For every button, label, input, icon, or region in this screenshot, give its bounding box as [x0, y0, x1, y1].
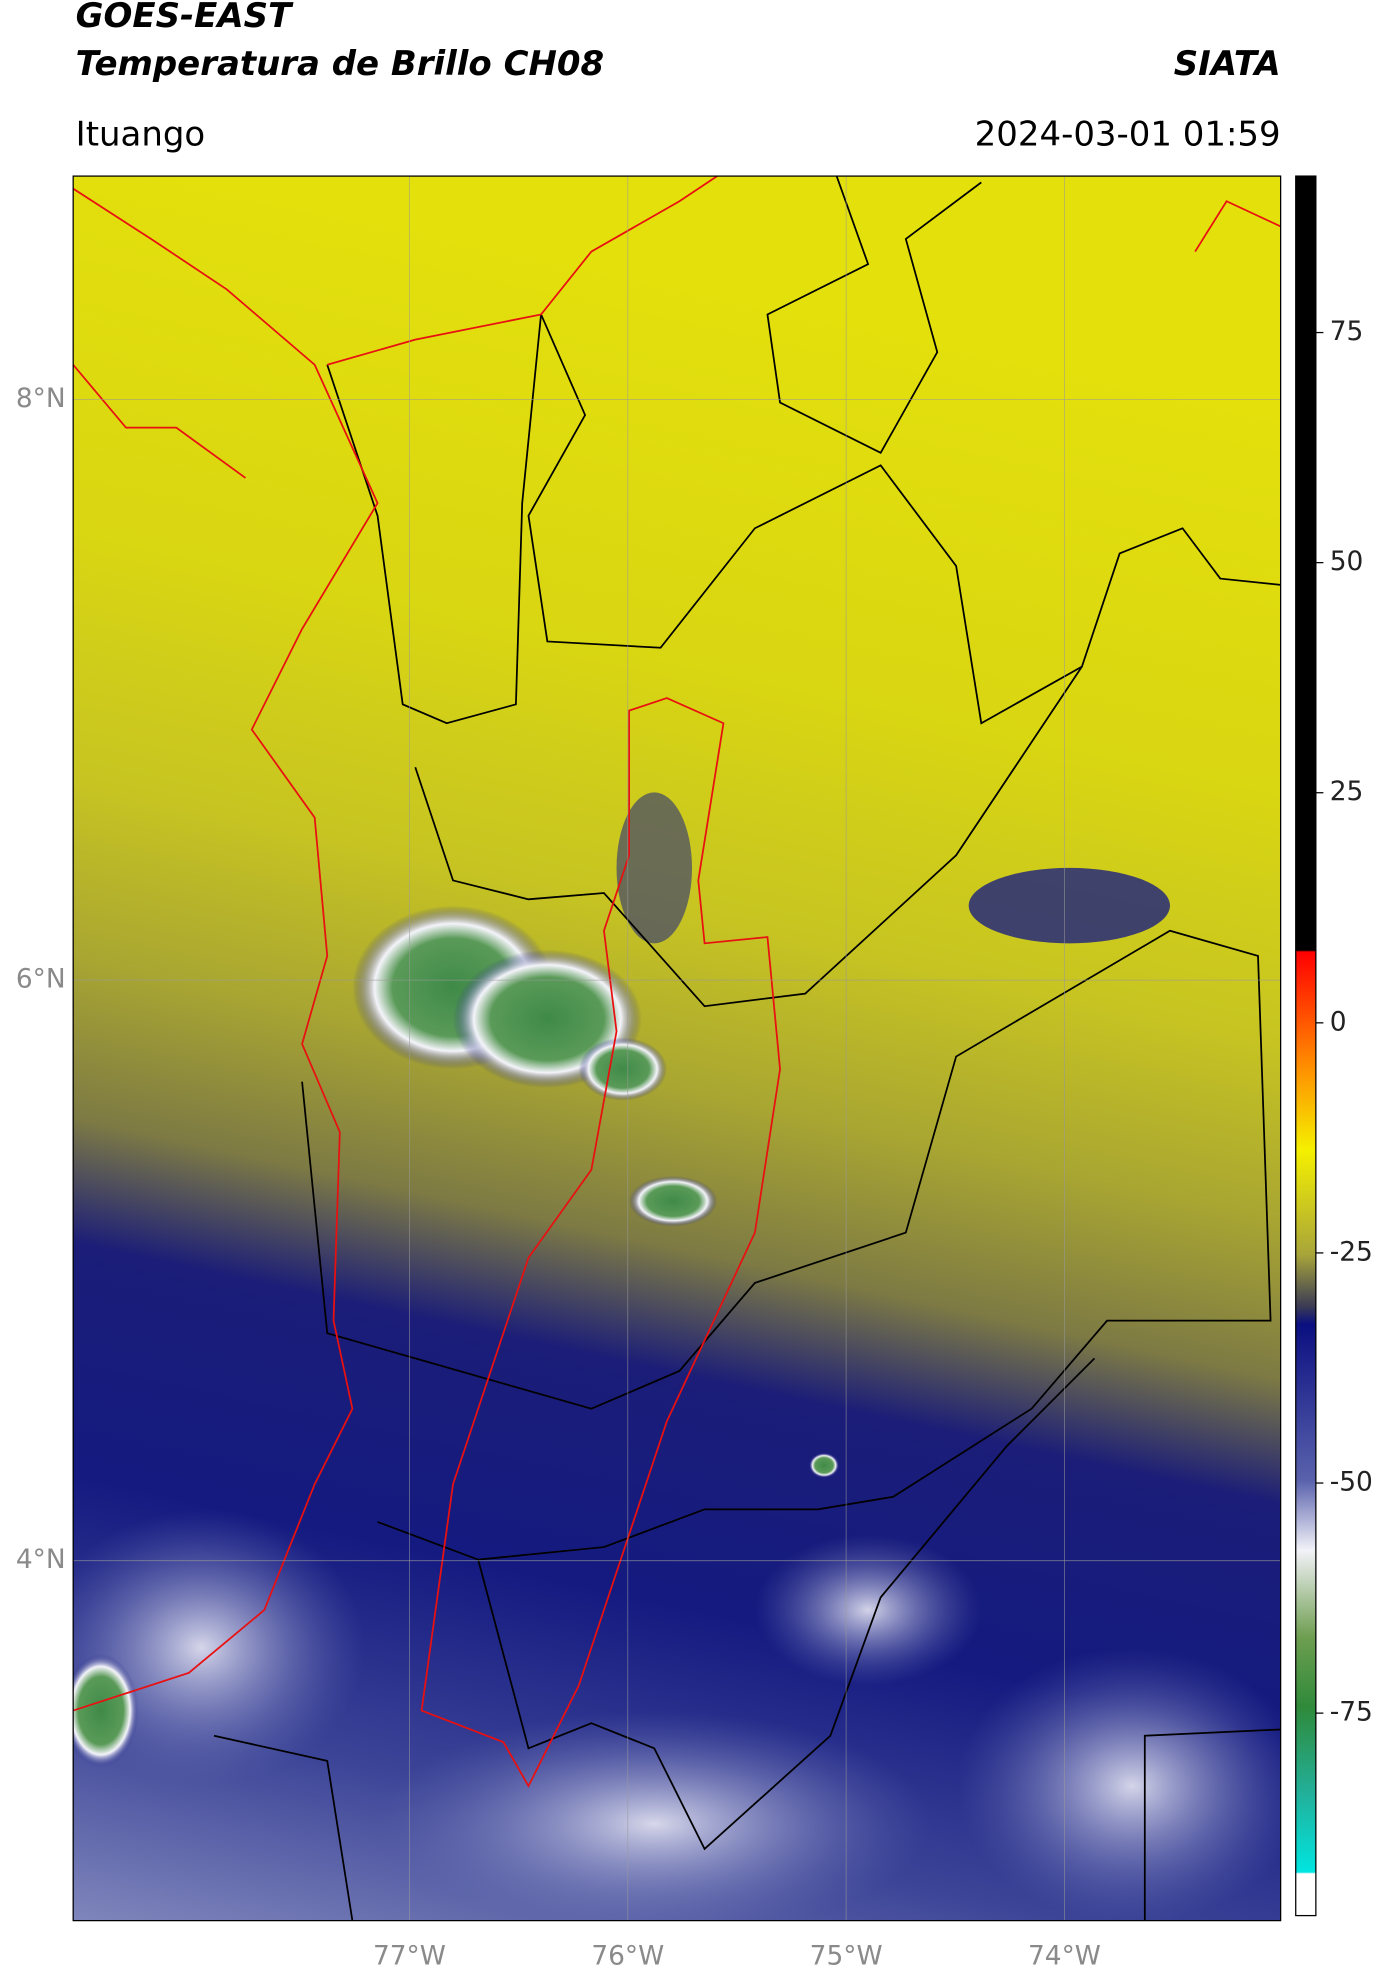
colorbar-tick-label: 25: [1330, 776, 1364, 807]
map-frame: [72, 175, 1282, 1922]
lon-label: 77°W: [373, 1941, 446, 1972]
colorbar-tick-label: 75: [1330, 316, 1364, 347]
subtitle: Temperatura de Brillo CH08: [76, 44, 604, 84]
colorbar-tick-label: 0: [1330, 1006, 1347, 1037]
colorbar-tick-label: 50: [1330, 546, 1364, 577]
lon-label: 76°W: [591, 1941, 664, 1972]
lat-label: 6°N: [16, 964, 66, 995]
colorbar-tick-label: -75: [1330, 1697, 1373, 1728]
lon-label: 75°W: [810, 1941, 883, 1972]
brand: SIATA: [1174, 44, 1281, 84]
lat-label: 8°N: [16, 383, 66, 414]
lat-label: 4°N: [16, 1544, 66, 1575]
colorbar-tick-label: -50: [1330, 1467, 1373, 1498]
grid: [73, 176, 1281, 1921]
datetime: 2024-03-01 01:59: [975, 114, 1281, 154]
region: Ituango: [76, 114, 206, 154]
lon-label: 74°W: [1028, 1941, 1101, 1972]
map-image: [73, 176, 1281, 1921]
colorbar: [1295, 175, 1317, 1917]
colorbar-tick-label: -25: [1330, 1236, 1373, 1267]
title: GOES-EAST: [76, 0, 294, 36]
